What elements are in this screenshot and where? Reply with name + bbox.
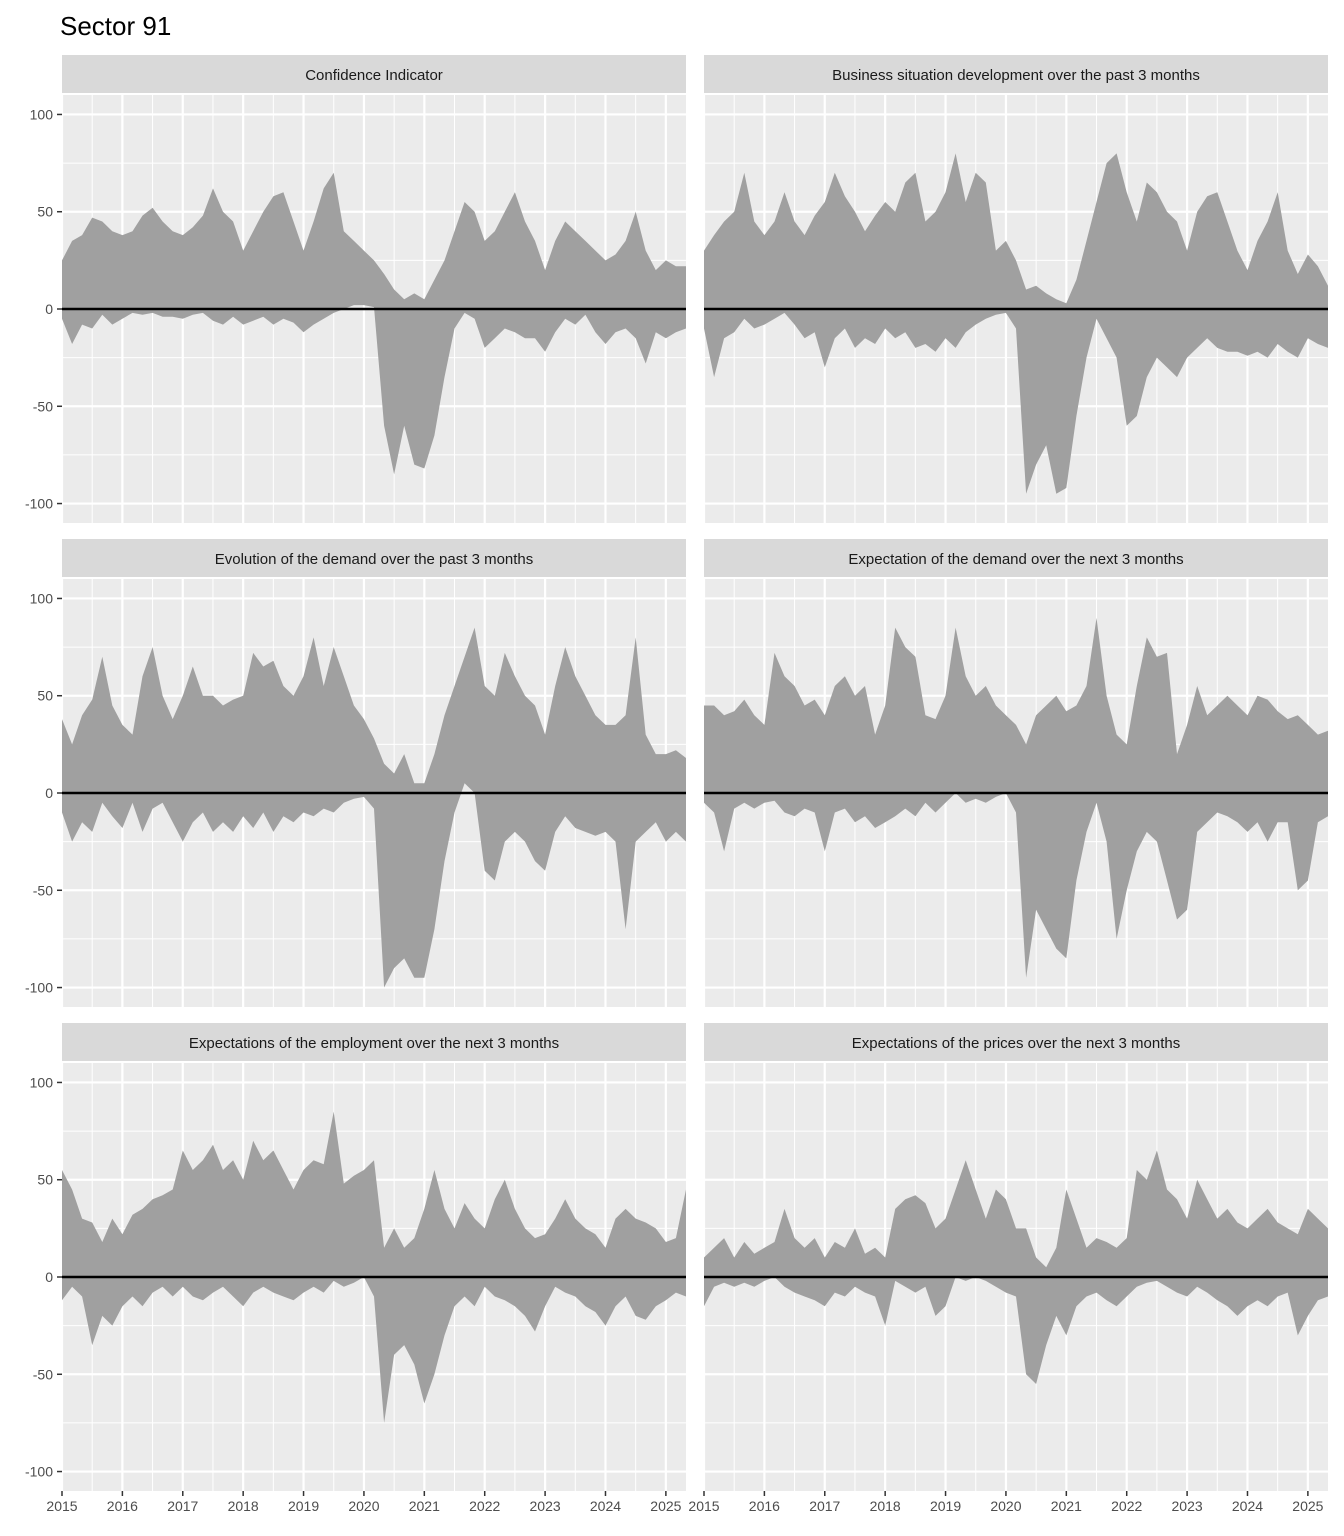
y-tick-label: 0 <box>45 785 53 801</box>
range-band <box>62 172 686 475</box>
y-tick-label: -100 <box>25 1464 53 1480</box>
panel-strip <box>704 55 1328 93</box>
panel-6: Expectations of the prices over the next… <box>688 1023 1328 1514</box>
x-tick-label: 2016 <box>107 1498 138 1514</box>
x-tick-label: 2023 <box>1172 1498 1203 1514</box>
y-tick-label: 50 <box>37 204 53 220</box>
x-tick-label: 2019 <box>930 1498 961 1514</box>
panel-3: Evolution of the demand over the past 3 … <box>25 539 686 1007</box>
panel-4: Expectation of the demand over the next … <box>702 539 1328 1007</box>
panel-title: Expectation of the demand over the next … <box>848 551 1183 568</box>
panel-2: Business situation development over the … <box>702 55 1328 523</box>
panel-title: Business situation development over the … <box>832 67 1200 84</box>
range-band <box>62 1111 686 1423</box>
x-tick-label: 2017 <box>809 1498 840 1514</box>
x-tick-label: 2016 <box>749 1498 780 1514</box>
x-tick-label: 2018 <box>228 1498 259 1514</box>
range-band <box>704 153 1328 494</box>
y-tick-label: 100 <box>30 106 54 122</box>
panels: Confidence Indicator 100 50 0 -50 -100 Busines… <box>25 55 1328 1514</box>
x-tick-label: 2019 <box>288 1498 319 1514</box>
x-tick-label: 2020 <box>348 1498 379 1514</box>
x-tick-label: 2018 <box>870 1498 901 1514</box>
x-tick-label: 2025 <box>650 1498 681 1514</box>
panel-title: Expectations of the employment over the … <box>189 1035 559 1052</box>
y-tick-label: -50 <box>33 882 53 898</box>
x-tick-label: 2015 <box>688 1498 719 1514</box>
x-tick-label: 2024 <box>1232 1498 1263 1514</box>
y-tick-label: 100 <box>30 1074 54 1090</box>
panel-strip <box>704 1023 1328 1061</box>
x-tick-label: 2025 <box>1292 1498 1323 1514</box>
y-tick-label: -50 <box>33 1366 53 1382</box>
y-tick-label: -50 <box>33 398 53 414</box>
panel-1: Confidence Indicator 100 50 0 -50 -100 <box>25 55 686 523</box>
x-tick-label: 2017 <box>167 1498 198 1514</box>
y-tick-label: -100 <box>25 980 53 996</box>
panel-title: Confidence Indicator <box>305 67 443 84</box>
x-tick-label: 2021 <box>409 1498 440 1514</box>
y-tick-label: 100 <box>30 590 54 606</box>
panel-strip <box>62 55 686 93</box>
chart-title: Sector 91 <box>60 11 171 41</box>
y-tick-label: 0 <box>45 301 53 317</box>
y-tick-label: -100 <box>25 496 53 512</box>
x-tick-label: 2022 <box>469 1498 500 1514</box>
x-tick-label: 2020 <box>990 1498 1021 1514</box>
y-tick-label: 50 <box>37 688 53 704</box>
panel-strip <box>704 539 1328 577</box>
range-band <box>62 627 686 988</box>
panel-title: Expectations of the prices over the next… <box>852 1035 1181 1052</box>
x-tick-label: 2015 <box>46 1498 77 1514</box>
x-tick-label: 2021 <box>1051 1498 1082 1514</box>
range-band <box>704 617 1328 978</box>
x-tick-label: 2023 <box>530 1498 561 1514</box>
x-tick-label: 2024 <box>590 1498 621 1514</box>
panel-strip <box>62 1023 686 1061</box>
panel-strip <box>62 539 686 577</box>
panel-5: Expectations of the employment over the … <box>25 1023 686 1514</box>
range-band <box>704 1150 1328 1384</box>
y-tick-label: 50 <box>37 1172 53 1188</box>
y-tick-label: 0 <box>45 1269 53 1285</box>
panel-title: Evolution of the demand over the past 3 … <box>215 551 534 568</box>
x-tick-label: 2022 <box>1111 1498 1142 1514</box>
